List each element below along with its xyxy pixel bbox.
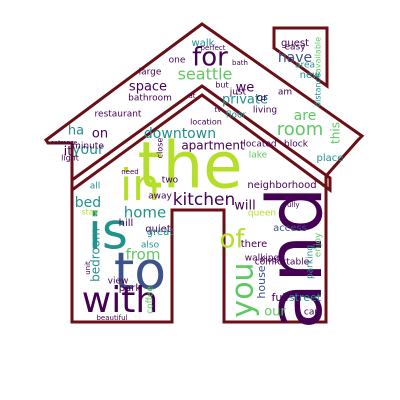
cloud-word: just (229, 88, 247, 98)
cloud-word: stay (82, 208, 99, 217)
cloud-word: queen (248, 209, 276, 219)
cloud-word: private (222, 93, 268, 108)
cloud-word: park (119, 283, 142, 294)
cloud-word: living (253, 106, 277, 116)
cloud-word: walk (192, 38, 215, 49)
cloud-word: location (190, 118, 222, 127)
cloud-word: to (114, 242, 166, 302)
house-main-outline (43, 22, 365, 324)
cloud-word: available (314, 37, 323, 73)
cloud-word: great (147, 227, 174, 238)
cloud-word: also (141, 241, 160, 251)
cloud-word: block (284, 140, 309, 150)
cloud-word: unit (84, 261, 92, 275)
cloud-word: ha (68, 124, 84, 139)
cloud-word: close (156, 138, 165, 159)
cloud-word: minute (72, 142, 104, 152)
cloud-word: quiet (145, 224, 171, 235)
cloud-word: apartment (181, 139, 245, 153)
cloud-word: floor (226, 111, 247, 121)
cloud-word: walking (245, 254, 280, 264)
cloud-word: comfortable (255, 258, 310, 268)
cloud-word: enjoy (314, 232, 324, 257)
cloud-word: need (121, 168, 139, 176)
cloud-word: bed (75, 195, 101, 211)
cloud-word: are (294, 108, 317, 124)
cloud-word: distance (314, 73, 323, 107)
cloud-word: of (219, 225, 245, 255)
cloud-word: bedroom (89, 228, 103, 282)
cloud-word: room (277, 119, 324, 140)
cloud-word: seattle (178, 65, 233, 84)
cloud-word: restaurant (95, 110, 142, 120)
cloud-word: neighborhood (247, 180, 316, 191)
cloud-word: hill (119, 218, 134, 229)
cloud-word: you (226, 262, 261, 317)
cloud-word: is (88, 203, 128, 261)
cloud-word: lake (249, 151, 268, 161)
cloud-word: our (264, 305, 286, 320)
cloud-word: it (64, 145, 73, 160)
cloud-word: in (120, 160, 160, 211)
cloud-word: coffee (146, 286, 156, 314)
cloud-word: two (162, 176, 179, 186)
cloud-word: the (137, 130, 242, 204)
cloud-word: space (129, 80, 167, 95)
cloud-word: full (272, 291, 289, 304)
cloud-word: tv (215, 106, 222, 114)
cloud-word: home (124, 204, 167, 222)
cloud-word: new (300, 70, 321, 81)
cloud-word: located (243, 140, 276, 150)
cloud-word: perfect (201, 44, 226, 52)
cloud-word: guest (281, 38, 309, 49)
cloud-word: access (273, 223, 307, 234)
cloud-word: we (236, 81, 255, 96)
cloud-word: on (92, 127, 108, 142)
cloud-word: entrance (51, 140, 78, 147)
cloud-word: kitchen (173, 190, 236, 210)
cloud-word: can (304, 308, 320, 318)
cloud-word: am (278, 88, 292, 98)
house-outline (43, 22, 365, 324)
cloud-word: downtown (144, 126, 216, 142)
house-inner-roof-outline (70, 84, 332, 193)
cloud-word: have (278, 50, 312, 66)
cloud-word: one (169, 56, 186, 66)
cloud-word: at (188, 92, 195, 100)
cloud-word: large (139, 68, 162, 78)
cloud-word: there (241, 239, 267, 250)
cloud-word: away (148, 192, 172, 202)
cloud-word: and (250, 187, 339, 330)
cloud-word: shop (260, 256, 277, 264)
cloud-word: fully (285, 201, 300, 209)
cloud-word: from (126, 246, 161, 264)
cloud-word: street (289, 291, 322, 304)
cloud-word: light (61, 154, 79, 163)
cloud-word: or (256, 91, 268, 104)
cloud-word: easy (284, 43, 306, 53)
cloud-word: parking (306, 245, 316, 279)
cloud-word: house (255, 265, 268, 298)
cloud-word: your (72, 142, 104, 158)
cloud-word: this (329, 122, 343, 144)
chimney-outline (272, 26, 329, 89)
cloud-word: will (234, 199, 255, 214)
cloud-word: area (295, 61, 315, 71)
cloud-word: bathroom (128, 94, 172, 104)
cloud-word: view (108, 277, 129, 287)
cloud-word: beautiful (96, 314, 127, 322)
cloud-word: bath (232, 59, 248, 67)
cloud-word: for (192, 43, 228, 73)
cloud-word: with (82, 280, 158, 321)
cloud-word: all (90, 182, 101, 192)
cloud-word: but (215, 81, 228, 90)
cloud-word: place (317, 153, 344, 164)
